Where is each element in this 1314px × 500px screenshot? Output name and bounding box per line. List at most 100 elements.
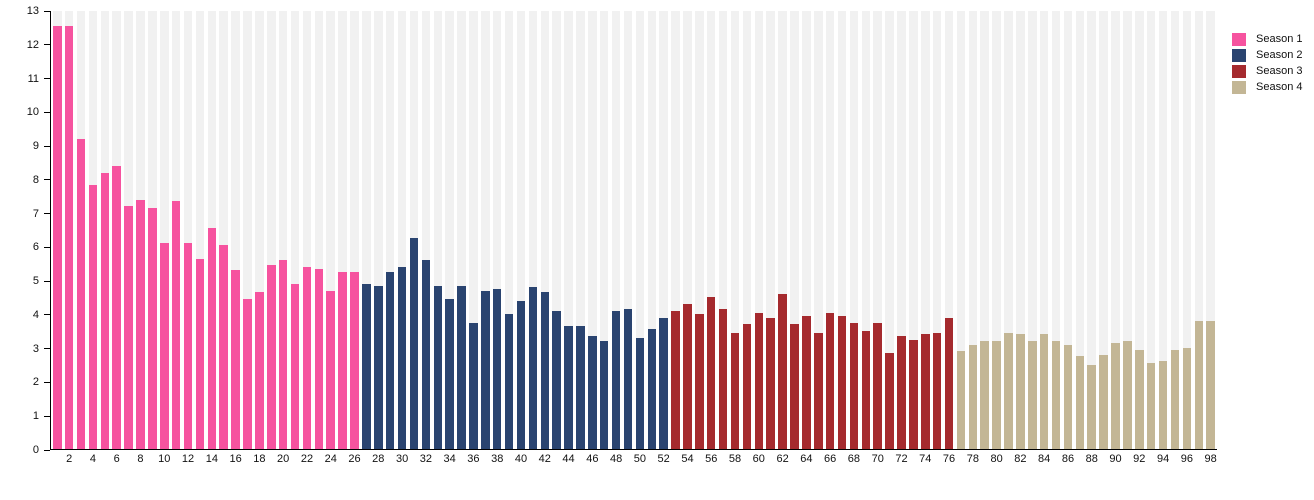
- bar-slot-8: 8: [136, 11, 145, 465]
- bar-slot-45: [576, 11, 585, 449]
- bar-slot-95: [1170, 11, 1180, 449]
- bar-season-4-x82: [1016, 334, 1025, 449]
- x-tick-label: 66: [824, 453, 837, 465]
- bar-slot-40: 40: [515, 11, 527, 465]
- bar-slot-82: 82: [1014, 11, 1027, 465]
- y-tick-mark: [44, 449, 50, 451]
- bar-season-4-x90: [1111, 342, 1120, 449]
- y-tick-3: 3: [21, 343, 50, 355]
- x-tick-label: 50: [633, 453, 647, 465]
- x-tick-label: 92: [1133, 453, 1146, 465]
- bar-slot-47: [599, 11, 609, 449]
- bar-slot-41: [528, 11, 538, 449]
- bar-season-2-x41: [528, 287, 538, 449]
- bar-season-2-x29: [385, 272, 395, 449]
- bar-slot-38: 38: [491, 11, 503, 465]
- bar-slot-19: [267, 11, 276, 449]
- bar-season-3-x70: [873, 322, 882, 449]
- bar-slot-34: 34: [444, 11, 456, 465]
- x-tick-label: 98: [1204, 453, 1217, 465]
- y-tick-13: 13: [21, 5, 50, 17]
- x-tick-label: 6: [113, 453, 120, 465]
- x-tick-label: 72: [895, 453, 908, 465]
- bar-slot-16: 16: [229, 11, 242, 465]
- bar-slot-39: [504, 11, 514, 449]
- bar-season-2-x35: [457, 285, 466, 449]
- bar-slot-56: 56: [705, 11, 717, 465]
- bar-season-2-x50: [635, 337, 645, 449]
- bar-slot-97: [1194, 11, 1203, 449]
- x-tick-label: 70: [871, 453, 884, 465]
- bar-slot-98: 98: [1205, 11, 1217, 465]
- x-tick-label: 16: [229, 453, 242, 465]
- bar-season-3-x67: [837, 315, 847, 449]
- bar-season-2-x46: [588, 336, 597, 449]
- bar-slot-65: [814, 11, 823, 449]
- bar-slot-7: [124, 11, 133, 449]
- bar-season-1-x1: [53, 26, 62, 449]
- x-tick-label: 38: [491, 453, 504, 465]
- bar-season-4-x87: [1075, 356, 1085, 449]
- bar-season-4-x88: [1087, 364, 1096, 449]
- bar-season-4-x91: [1123, 341, 1132, 449]
- y-tick-12: 12: [21, 39, 50, 51]
- bar-season-1-x2: [64, 26, 74, 449]
- bar-slot-9: [148, 11, 157, 449]
- bar-season-2-x27: [362, 283, 371, 449]
- bar-season-4-x94: [1158, 361, 1168, 449]
- bar-slot-96: 96: [1181, 11, 1193, 465]
- bar-slot-43: [552, 11, 561, 449]
- bar-slot-70: 70: [872, 11, 884, 465]
- y-tick-label: 10: [26, 106, 39, 119]
- bar-slot-94: 94: [1157, 11, 1169, 465]
- y-tick-mark: [44, 348, 50, 350]
- bar-season-2-x51: [647, 329, 657, 449]
- legend-swatch: [1232, 48, 1246, 62]
- bar-season-1-x23: [314, 268, 324, 449]
- y-tick-6: 6: [21, 241, 50, 253]
- bar-slot-21: [290, 11, 300, 449]
- bar-season-2-x37: [481, 290, 490, 449]
- y-tick-mark: [44, 10, 50, 12]
- bar-season-1-x6: [112, 166, 121, 449]
- bar-season-4-x98: [1206, 320, 1215, 449]
- bar-season-1-x16: [231, 270, 240, 449]
- bar-season-1-x4: [88, 184, 98, 449]
- bar-slot-85: [1051, 11, 1061, 449]
- y-tick-mark: [44, 111, 50, 113]
- bar-season-2-x45: [576, 326, 585, 449]
- y-tick-mark: [44, 78, 50, 80]
- y-tick-mark: [44, 314, 50, 316]
- bar-slot-64: 64: [800, 11, 812, 465]
- x-tick-label: 58: [728, 453, 742, 465]
- bar-slot-55: [695, 11, 704, 449]
- x-tick-label: 54: [681, 453, 694, 465]
- bar-slot-83: [1028, 11, 1037, 449]
- y-tick-label: 4: [32, 308, 39, 321]
- bar-season-1-x9: [148, 208, 157, 449]
- bar-season-4-x96: [1182, 347, 1192, 449]
- bar-season-4-x80: [992, 341, 1001, 449]
- bar-slot-42: 42: [539, 11, 551, 465]
- x-tick-label: 60: [752, 453, 765, 465]
- y-tick-7: 7: [21, 208, 50, 220]
- bar-season-2-x49: [623, 309, 633, 449]
- x-tick-label: 82: [1014, 453, 1027, 465]
- bar-slot-46: 46: [586, 11, 598, 465]
- y-tick-mark: [44, 145, 50, 147]
- bar-season-3-x64: [802, 315, 811, 449]
- legend-item-3: Season 3: [1232, 63, 1302, 79]
- x-tick-label: 30: [395, 453, 409, 465]
- bar-season-1-x11: [171, 201, 181, 449]
- bar-slot-12: 12: [182, 11, 194, 465]
- y-tick-11: 11: [21, 73, 50, 85]
- bar-season-4-x93: [1146, 363, 1156, 449]
- x-tick-label: 10: [158, 453, 171, 465]
- bar-season-1-x7: [124, 206, 133, 449]
- bar-slot-72: 72: [895, 11, 908, 465]
- x-tick-label: 36: [467, 453, 480, 465]
- y-tick-mark: [44, 415, 50, 417]
- bar-season-1-x19: [267, 265, 276, 449]
- bar-slot-58: 58: [729, 11, 741, 465]
- bar-season-2-x44: [564, 326, 573, 449]
